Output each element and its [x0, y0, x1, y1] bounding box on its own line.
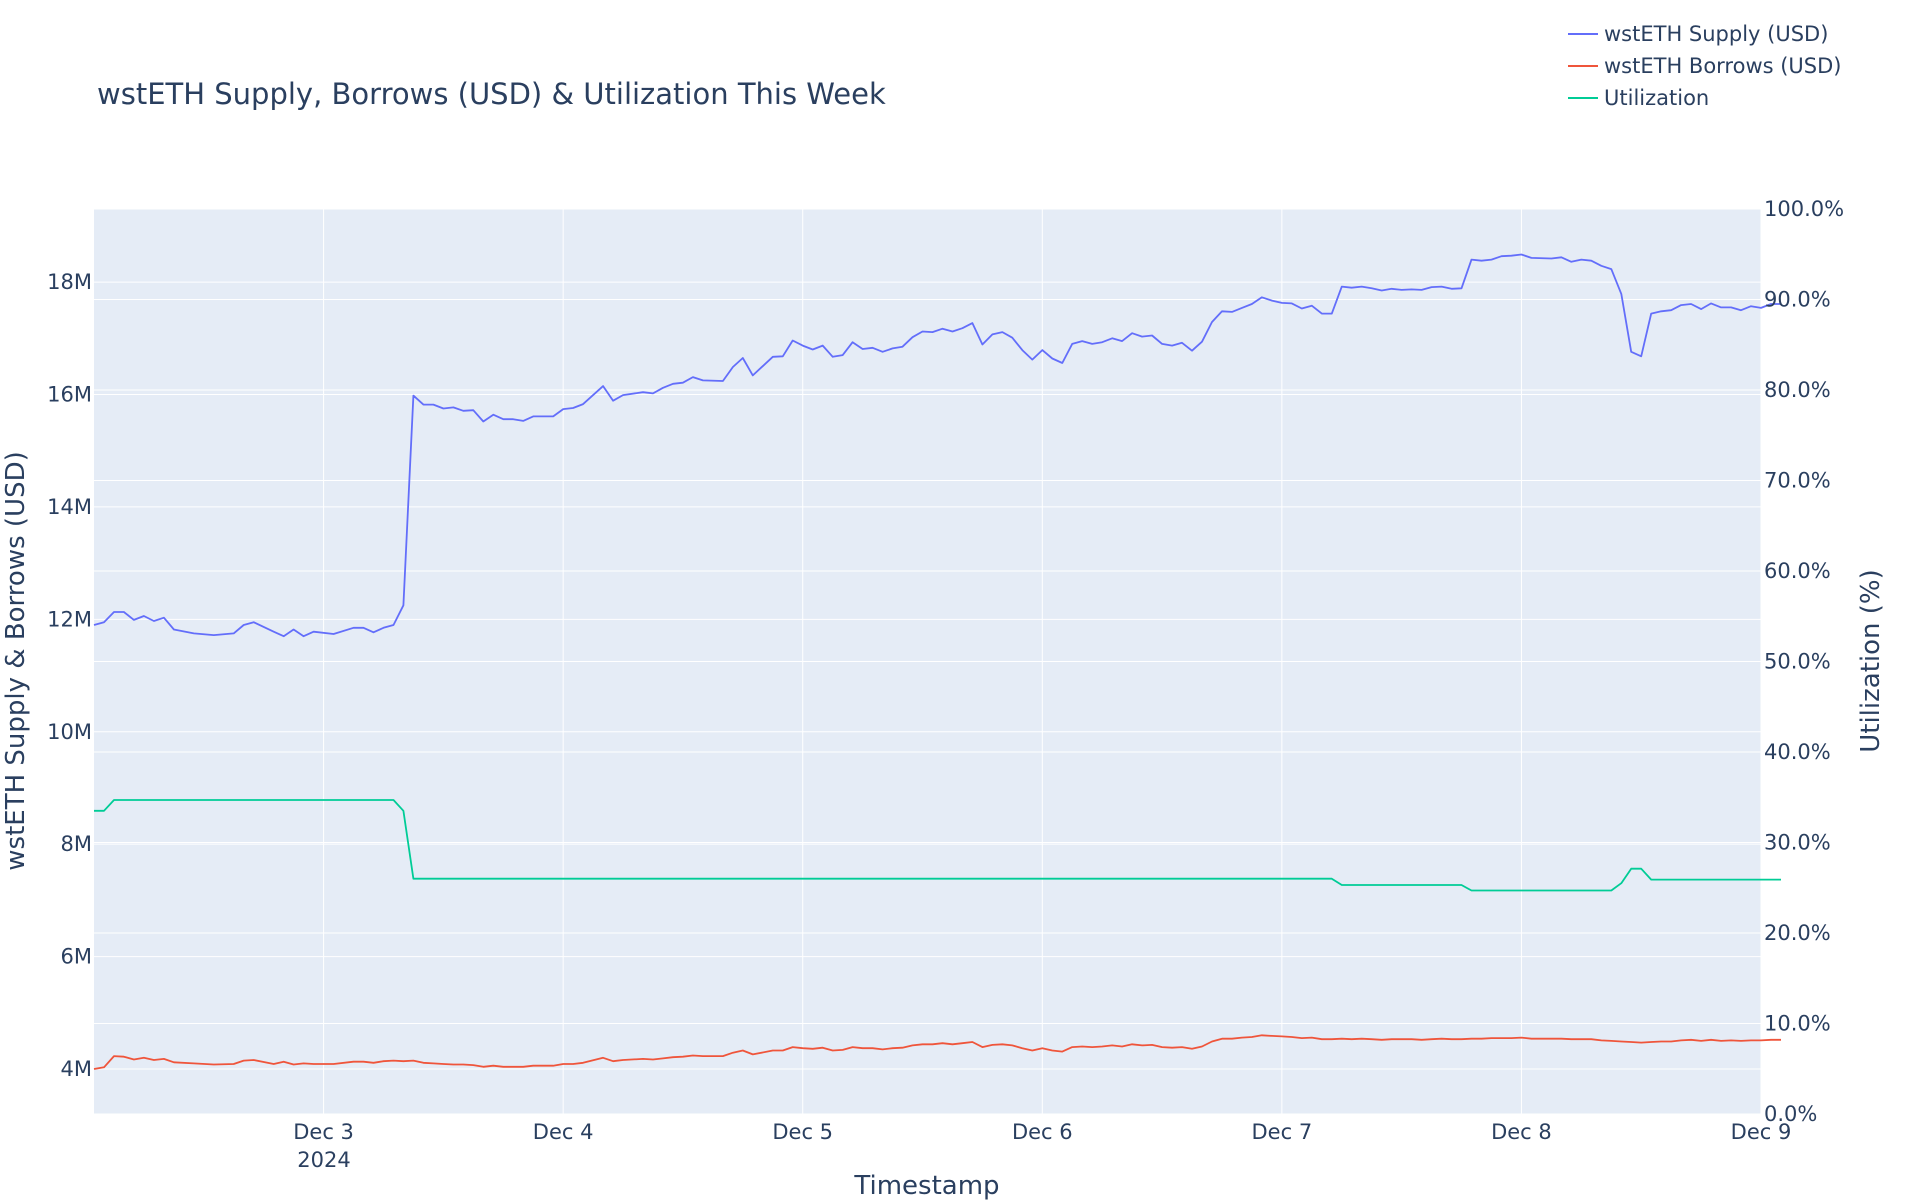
y-right-axis-title: Utilization (%) [1856, 569, 1886, 753]
x-tick-label: Dec 4 [533, 1120, 594, 1144]
legend-label: wstETH Borrows (USD) [1604, 54, 1842, 78]
series-line-2 [93, 1034, 1781, 1070]
series-layer [93, 253, 1781, 1070]
x-tick-label: Dec 9 [1731, 1120, 1792, 1144]
y-left-tick-label: 14M [47, 495, 92, 519]
x-tick-label: Dec 3 [293, 1120, 354, 1144]
x-axis-title: Timestamp [853, 1171, 999, 1200]
y-right-tick-label: 0.0% [1764, 1102, 1817, 1126]
y-right-tick-label: 50.0% [1764, 650, 1831, 674]
x-tick-label: Dec 8 [1491, 1120, 1552, 1144]
y-left-tick-label: 6M [61, 945, 92, 969]
y-right-tick-label: 30.0% [1764, 831, 1831, 855]
y-left-tick-label: 12M [47, 607, 92, 631]
x-tick-label: Dec 6 [1012, 1120, 1073, 1144]
chart-title: wstETH Supply, Borrows (USD) & Utilizati… [97, 77, 886, 111]
legend-label: Utilization [1604, 86, 1709, 110]
y-right-tick-label: 100.0% [1764, 197, 1844, 221]
y-right-tick-label: 40.0% [1764, 740, 1831, 764]
x-tick-label: Dec 7 [1252, 1120, 1313, 1144]
series-line-3 [94, 799, 1781, 892]
series-line-1 [93, 253, 1781, 638]
y-right-tick-label: 20.0% [1764, 921, 1831, 945]
y-right-axis-ticks: 0.0% 10.0% 20.0% 30.0% 40.0% 50.0% 60.0% 70.0% 8… [1764, 197, 1844, 1126]
legend-item-3[interactable]: Utilization [1568, 86, 1709, 110]
y-right-tick-label: 10.0% [1764, 1012, 1831, 1036]
legend[interactable]: wstETH Supply (USD) wstETH Borrows (USD) U… [1568, 22, 1842, 110]
y-left-tick-label: 4M [61, 1057, 92, 1081]
y-right-tick-label: 70.0% [1764, 469, 1831, 493]
x-axis-ticks: Dec 3 Dec 4 Dec 5 Dec 6 Dec 7 Dec 8 Dec 9 [293, 1120, 1791, 1144]
legend-item-2[interactable]: wstETH Borrows (USD) [1568, 54, 1842, 78]
y-left-tick-label: 18M [47, 270, 92, 294]
grid-lines [94, 208, 1762, 1115]
y-left-tick-label: 8M [61, 832, 92, 856]
x-tick-label: Dec 5 [772, 1120, 833, 1144]
y-left-axis-title: wstETH Supply & Borrows (USD) [1, 451, 31, 870]
y-left-tick-label: 10M [47, 720, 92, 744]
y-right-tick-label: 90.0% [1764, 288, 1831, 312]
y-right-tick-label: 80.0% [1764, 378, 1831, 402]
y-right-tick-label: 60.0% [1764, 559, 1831, 583]
legend-item-1[interactable]: wstETH Supply (USD) [1568, 22, 1828, 46]
x-year-label: 2024 [297, 1148, 350, 1172]
y-left-axis-ticks: 4M 6M 8M 10M 12M 14M 16M 18M [47, 270, 92, 1081]
legend-label: wstETH Supply (USD) [1604, 22, 1828, 46]
y-left-tick-label: 16M [47, 382, 92, 406]
